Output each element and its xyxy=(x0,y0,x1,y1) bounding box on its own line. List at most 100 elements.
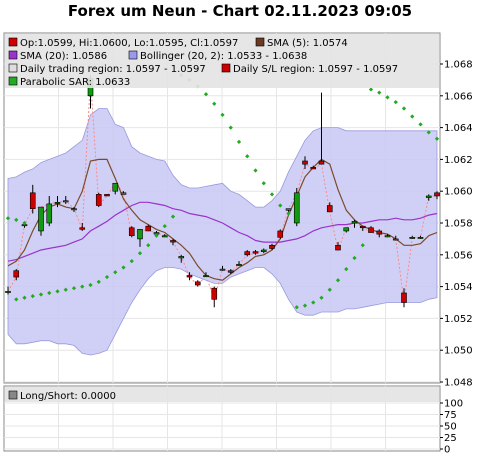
main-legend: Op:1.0599, Hi:1.0600, Lo:1.0595, Cl:1.05… xyxy=(5,34,439,88)
psar-dot xyxy=(269,192,275,197)
candle-bear xyxy=(252,251,259,254)
candle-bull xyxy=(384,235,391,238)
legend-label: Op:1.0599, Hi:1.0600, Lo:1.0595, Cl:1.05… xyxy=(20,38,238,49)
candle-bear xyxy=(29,192,36,209)
candle-bull xyxy=(112,182,119,192)
psar-dot xyxy=(203,92,209,97)
candle-bear xyxy=(145,225,152,232)
psar-dot xyxy=(154,233,159,238)
y-tick-label: 1.062 xyxy=(444,155,473,166)
y-tick-label: 1.060 xyxy=(444,187,473,198)
psar-dot xyxy=(327,287,332,292)
y-tick-label: 1.068 xyxy=(444,60,473,71)
candle-bear xyxy=(326,205,333,213)
candle-bull xyxy=(46,203,53,224)
candle-bull xyxy=(203,275,209,277)
legend-label: SMA (5): 1.0574 xyxy=(267,38,348,49)
candle-bear xyxy=(335,244,341,251)
sub-grid xyxy=(4,386,440,451)
candle-bear xyxy=(186,275,193,278)
psar-dot xyxy=(137,251,143,256)
y-tick-label: 1.054 xyxy=(444,282,473,293)
psar-dot xyxy=(228,125,233,130)
y-tick-label: 1.064 xyxy=(444,123,473,134)
psar-dot xyxy=(286,211,291,216)
candle-bear xyxy=(128,227,135,237)
psar-dot xyxy=(14,217,19,222)
candle-bull xyxy=(219,268,226,271)
price-axis: 1.048 1.050 1.052 1.054 1.056 1.058 1.060 1.062… xyxy=(440,60,473,389)
bollinger-band xyxy=(7,108,438,356)
candle-bull xyxy=(236,264,242,266)
legend-swatch xyxy=(8,37,18,47)
legend-swatch xyxy=(128,50,138,60)
legend-swatch xyxy=(221,63,231,73)
legend-swatch xyxy=(8,76,18,86)
candle-bull xyxy=(71,208,77,211)
legend-swatch xyxy=(8,63,18,73)
candle-bear xyxy=(434,192,440,197)
candle-bull xyxy=(161,235,168,238)
candle-bull xyxy=(351,221,358,224)
psar-dot xyxy=(212,101,217,106)
candle-bear xyxy=(95,194,102,206)
psar-dot xyxy=(129,259,134,264)
y-tick-label: 1.048 xyxy=(444,378,473,389)
candle-bull xyxy=(409,237,416,239)
candle-bear xyxy=(194,281,201,286)
psar-dot xyxy=(162,224,167,229)
candle-bull xyxy=(260,249,267,252)
candle-bull xyxy=(5,291,11,293)
legend-swatch xyxy=(255,37,265,47)
psar-dot xyxy=(426,130,431,135)
sub-y-tick-label: 100 xyxy=(444,399,463,410)
chart-title: Forex um Neun - Chart 02.11.2023 09:05 xyxy=(67,2,413,20)
candle-bear xyxy=(211,287,218,300)
legend-background xyxy=(5,34,439,88)
psar-dot xyxy=(294,305,299,310)
sub-legend-background xyxy=(5,387,439,402)
psar-dot xyxy=(170,214,176,219)
sub-y-tick-label: 0 xyxy=(444,445,450,456)
candle-bear xyxy=(104,194,110,197)
psar-dot xyxy=(261,181,266,186)
sub-legend-swatch xyxy=(8,390,18,400)
psar-dot xyxy=(236,139,242,145)
legend-label: Bollinger (20, 2): 1.0533 - 1.0638 xyxy=(140,51,307,62)
legend-label: Daily trading region: 1.0597 - 1.0597 xyxy=(20,64,206,75)
candle-bull xyxy=(392,238,399,241)
sub-y-tick-label: 75 xyxy=(444,410,457,421)
candle-bear xyxy=(277,230,284,238)
psar-dot xyxy=(5,216,11,221)
psar-dot xyxy=(278,203,283,208)
candle-bull xyxy=(38,206,44,232)
candle-bear xyxy=(227,270,234,273)
candle-bear xyxy=(79,227,86,230)
candle-bear xyxy=(269,244,275,249)
legend-label: Daily S/L region: 1.0597 - 1.0597 xyxy=(233,64,398,75)
candle-bull xyxy=(178,256,185,259)
candle-bull xyxy=(62,200,69,203)
sub-legend-label: Long/Short: 0.0000 xyxy=(20,391,116,402)
legend-label: SMA (20): 1.0586 xyxy=(20,51,107,62)
psar-dot xyxy=(335,278,341,283)
candle-bull xyxy=(285,208,292,211)
sub-legend: Long/Short: 0.0000 xyxy=(5,387,439,402)
sma20-line xyxy=(7,201,438,262)
candle-bear xyxy=(170,240,176,243)
candle-bear xyxy=(13,270,20,278)
candle-bull xyxy=(120,192,127,195)
y-tick-label: 1.056 xyxy=(444,250,473,261)
sub-y-tick-label: 25 xyxy=(444,433,457,444)
psar-dot xyxy=(352,255,357,261)
bollinger-band-area xyxy=(7,108,438,356)
psar-dot xyxy=(220,112,225,118)
psar-dot xyxy=(360,243,365,248)
candle-bear xyxy=(376,230,383,235)
candle-bear xyxy=(302,160,308,165)
candle-bull xyxy=(425,195,432,198)
psar-dot xyxy=(344,266,349,272)
candle-bear xyxy=(368,227,374,233)
